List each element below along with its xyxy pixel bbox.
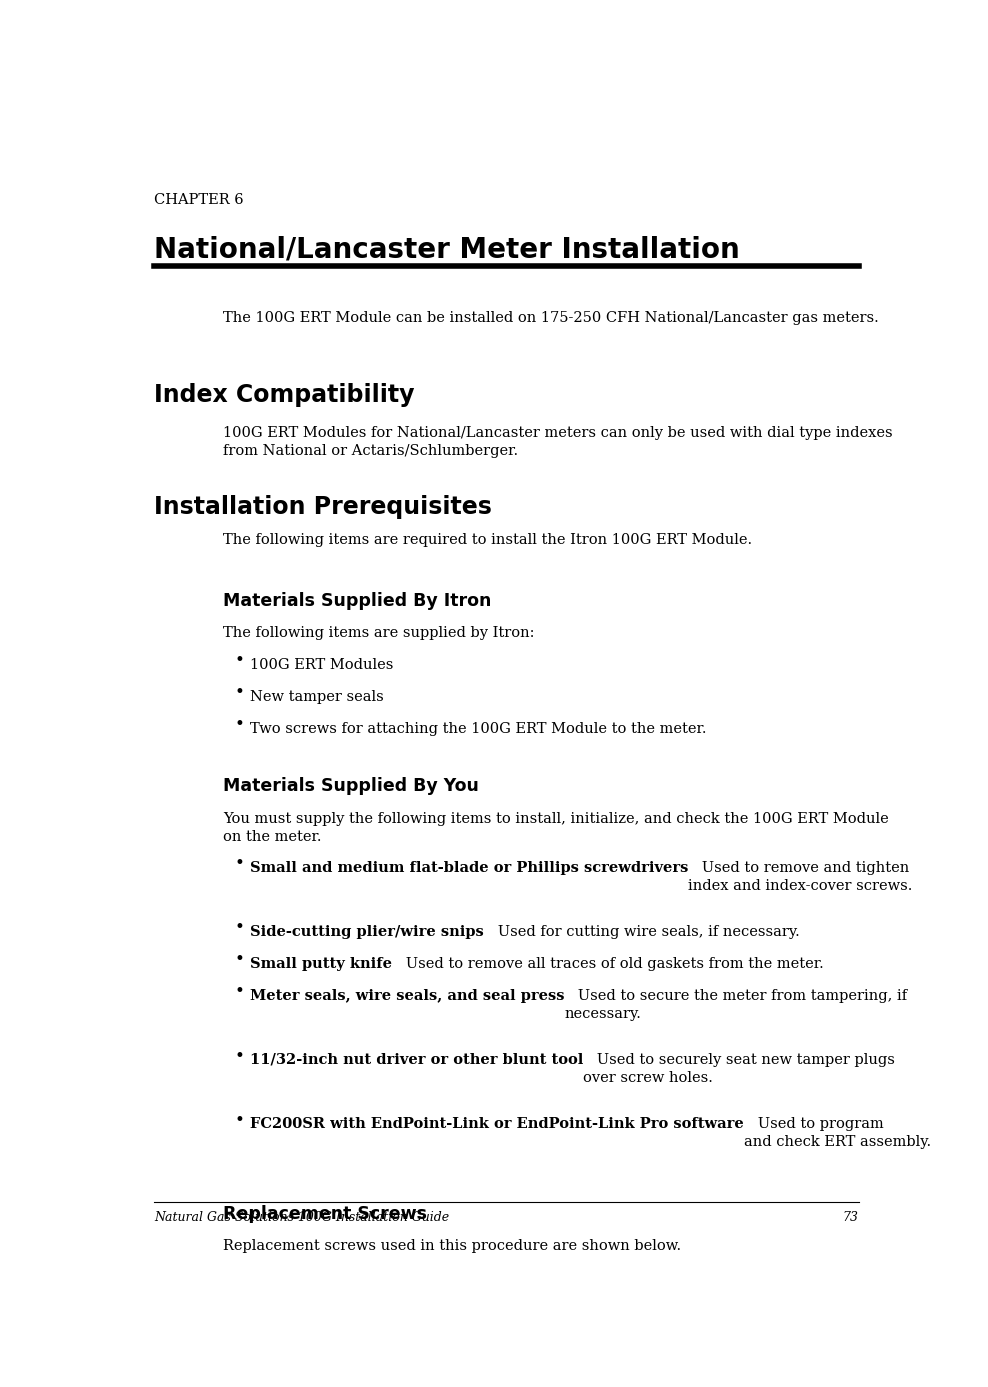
Text: •: • <box>234 856 244 872</box>
Text: Two screws for attaching the 100G ERT Module to the meter.: Two screws for attaching the 100G ERT Mo… <box>250 721 706 735</box>
Text: 11/32-inch nut driver or other blunt tool: 11/32-inch nut driver or other blunt too… <box>250 1053 583 1067</box>
Text: •: • <box>234 684 244 702</box>
Text: 73: 73 <box>843 1211 859 1223</box>
Text: Used to remove and tighten
index and index-cover screws.: Used to remove and tighten index and ind… <box>689 861 913 893</box>
Text: Natural Gas Solutions 100G Installation Guide: Natural Gas Solutions 100G Installation … <box>154 1211 450 1223</box>
Text: Used to secure the meter from tampering, if
necessary.: Used to secure the meter from tampering,… <box>564 989 907 1021</box>
Text: FC200SR with EndPoint-Link or EndPoint-Link Pro software: FC200SR with EndPoint-Link or EndPoint-L… <box>250 1117 744 1130</box>
Text: The following items are required to install the Itron 100G ERT Module.: The following items are required to inst… <box>223 533 752 546</box>
Text: You must supply the following items to install, initialize, and check the 100G E: You must supply the following items to i… <box>223 811 889 843</box>
Text: The following items are supplied by Itron:: The following items are supplied by Itro… <box>223 626 535 639</box>
Text: New tamper seals: New tamper seals <box>250 689 383 703</box>
Text: Meter seals, wire seals, and seal press: Meter seals, wire seals, and seal press <box>250 989 564 1003</box>
Text: Used to program
and check ERT assembly.: Used to program and check ERT assembly. <box>744 1117 931 1150</box>
Text: Installation Prerequisites: Installation Prerequisites <box>154 495 492 519</box>
Text: Replacement screws used in this procedure are shown below.: Replacement screws used in this procedur… <box>223 1239 681 1252</box>
Text: Used to remove all traces of old gaskets from the meter.: Used to remove all traces of old gaskets… <box>392 957 824 971</box>
Text: Index Compatibility: Index Compatibility <box>154 383 415 408</box>
Text: Materials Supplied By Itron: Materials Supplied By Itron <box>223 591 491 609</box>
Text: Small putty knife: Small putty knife <box>250 957 392 971</box>
Text: •: • <box>234 652 244 670</box>
Text: 100G ERT Modules: 100G ERT Modules <box>250 657 393 671</box>
Text: Used to securely seat new tamper plugs
over screw holes.: Used to securely seat new tamper plugs o… <box>583 1053 895 1085</box>
Text: The 100G ERT Module can be installed on 175-250 CFH National/Lancaster gas meter: The 100G ERT Module can be installed on … <box>223 311 878 325</box>
Text: National/Lancaster Meter Installation: National/Lancaster Meter Installation <box>154 236 740 264</box>
Text: Side-cutting plier/wire snips: Side-cutting plier/wire snips <box>250 925 483 939</box>
Text: 100G ERT Modules for National/Lancaster meters can only be used with dial type i: 100G ERT Modules for National/Lancaster … <box>223 426 893 458</box>
Text: •: • <box>234 717 244 734</box>
Text: •: • <box>234 951 244 968</box>
Text: •: • <box>234 1047 244 1065</box>
Text: Materials Supplied By You: Materials Supplied By You <box>223 777 479 795</box>
Text: •: • <box>234 920 244 936</box>
Text: •: • <box>234 983 244 1000</box>
Text: •: • <box>234 1111 244 1129</box>
Text: CHAPTER 6: CHAPTER 6 <box>154 193 244 207</box>
Text: Replacement Screws: Replacement Screws <box>223 1204 427 1222</box>
Text: Used for cutting wire seals, if necessary.: Used for cutting wire seals, if necessar… <box>483 925 799 939</box>
Text: Small and medium flat-blade or Phillips screwdrivers: Small and medium flat-blade or Phillips … <box>250 861 689 875</box>
